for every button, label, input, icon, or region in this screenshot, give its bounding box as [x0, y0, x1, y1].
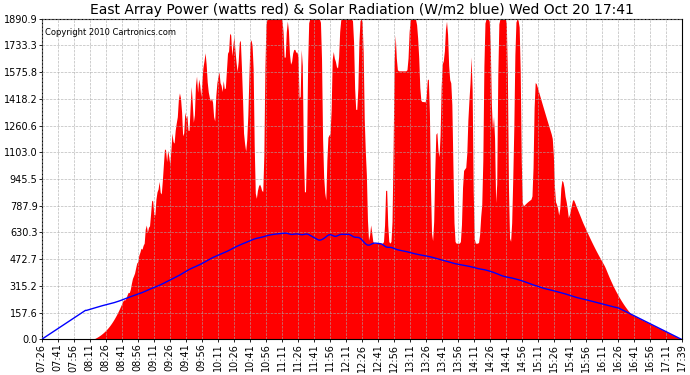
Text: Copyright 2010 Cartronics.com: Copyright 2010 Cartronics.com — [45, 28, 176, 37]
Title: East Array Power (watts red) & Solar Radiation (W/m2 blue) Wed Oct 20 17:41: East Array Power (watts red) & Solar Rad… — [90, 3, 633, 18]
